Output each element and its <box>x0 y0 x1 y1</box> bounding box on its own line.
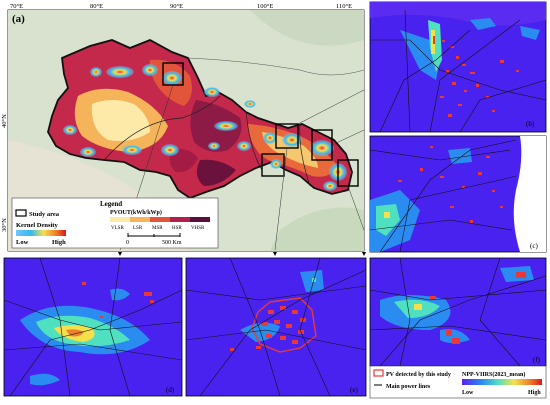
legend-title: Legend <box>100 200 122 208</box>
kernel-low-label: Low <box>16 239 29 246</box>
inset-d-label: (d) <box>166 386 175 394</box>
main-legend: Legend Study area Kernel Density Low Hig… <box>11 197 219 249</box>
kernel-high-label: High <box>52 239 66 246</box>
inset-panel-b: (b) <box>369 1 547 133</box>
study-area-swatch <box>15 209 27 217</box>
lon-label-70: 70°E <box>10 3 23 10</box>
pv-detected-label: PV detected by this study <box>386 372 451 378</box>
inset-panel-c: (c) <box>369 135 547 253</box>
pvout-title: PVOUT(kWh/kWp) <box>110 209 162 216</box>
main-map-panel: (a) 70°E 80°E 90°E 100°E 110°E 40°N 30°N… <box>1 3 365 252</box>
pv-cluster-e <box>251 297 317 353</box>
pvout-ramp <box>110 217 210 222</box>
pvout-class-hsr: HSR <box>172 226 182 231</box>
npp-ramp <box>462 379 542 385</box>
arrow-marker-f <box>362 252 366 256</box>
inset-f-label: (f) <box>533 356 541 364</box>
inset-panel-e: (e) <box>185 257 367 397</box>
inset-c-label: (c) <box>530 242 538 250</box>
npp-high-label: High <box>528 390 541 396</box>
scale-start-label: 0 <box>126 240 129 246</box>
scale-bar <box>127 233 181 237</box>
pv-detected-swatch <box>373 369 384 377</box>
kernel-density-ramp <box>16 230 66 236</box>
bottom-legend: PV detected by this study Main power lin… <box>369 365 547 399</box>
inset-b-label: (b) <box>526 120 535 128</box>
npp-title: NPP-VIIRS(2023_mean) <box>462 371 525 378</box>
pvout-class-vlsr: VLSR <box>111 226 124 231</box>
inset-panel-f: (f) <box>369 257 547 367</box>
main-panel-label: (a) <box>12 13 25 25</box>
zoom-box-d <box>261 153 285 177</box>
lat-label-30: 30°N <box>1 218 8 232</box>
lon-label-100: 100°E <box>257 3 273 10</box>
power-lines-label: Main power lines <box>386 384 431 390</box>
inset-panel-d: (d) <box>3 257 183 397</box>
lat-label-40: 40°N <box>1 114 8 128</box>
arrow-marker-e <box>273 252 277 256</box>
lon-label-110: 110°E <box>336 3 352 10</box>
inset-e-label: (e) <box>350 386 358 394</box>
lon-label-90: 90°E <box>170 3 183 10</box>
study-area-label: Study area <box>29 211 60 218</box>
pvout-class-lsr: LSR <box>133 226 143 231</box>
kernel-density-title: Kernel Density <box>16 222 58 229</box>
arrow-marker-d <box>118 252 122 256</box>
lon-label-80: 80°E <box>90 3 103 10</box>
npp-low-label: Low <box>462 390 474 396</box>
pvout-class-vhsr: VHSR <box>191 226 205 231</box>
scale-end-label: 500 Km <box>162 240 182 246</box>
pvout-class-msr: MSR <box>152 226 163 231</box>
